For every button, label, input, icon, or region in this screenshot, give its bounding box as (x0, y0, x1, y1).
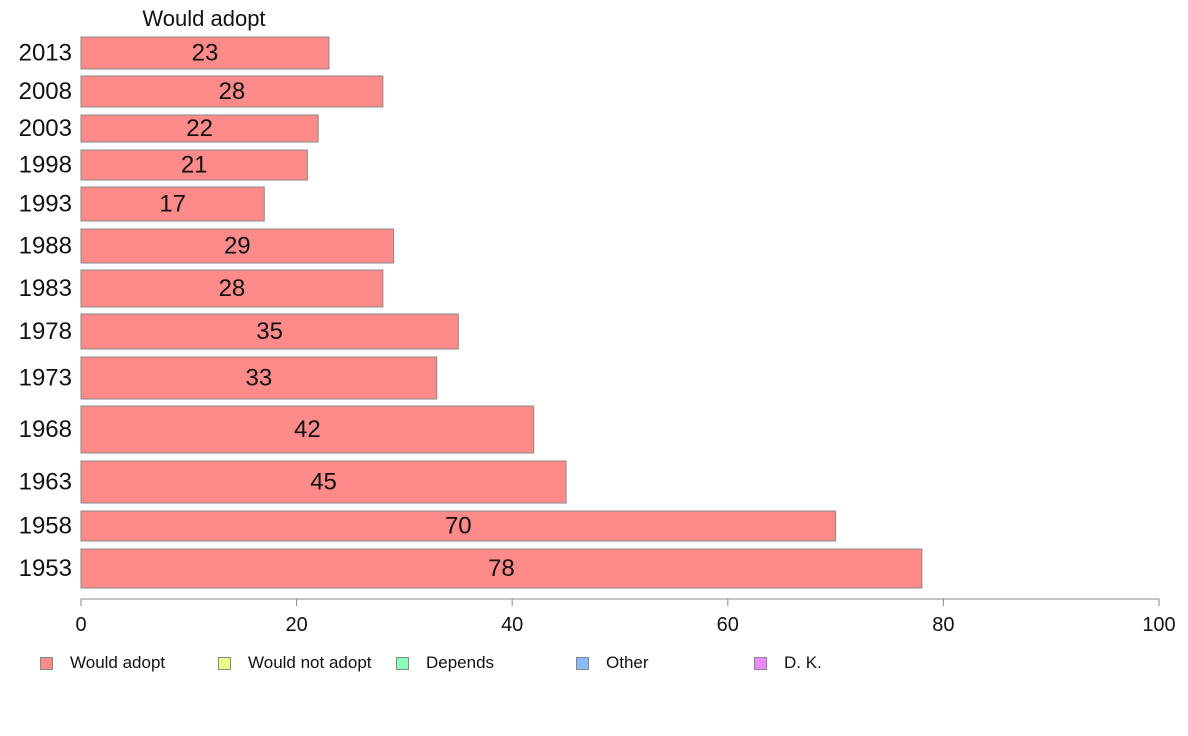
data-label-1983: 28 (219, 275, 246, 302)
y-tick-label-2008: 2008 (19, 78, 72, 105)
legend-item-4: D. K. (754, 652, 822, 674)
legend-label: Would adopt (70, 653, 166, 672)
data-label-1978: 35 (256, 318, 283, 345)
y-tick-label-1988: 1988 (19, 233, 72, 260)
data-label-1993: 17 (159, 191, 186, 218)
y-tick-label-1978: 1978 (19, 318, 72, 345)
data-label-2008: 28 (219, 78, 246, 105)
bar-1958 (80, 510, 837, 542)
legend-item-1: Would not adopt (218, 652, 372, 674)
series-header: Would adopt (142, 6, 265, 31)
data-label-1953: 78 (488, 555, 515, 582)
bar-1983 (80, 269, 384, 308)
data-label-1958: 70 (445, 513, 472, 540)
y-tick-label-1973: 1973 (19, 365, 72, 392)
x-tick-label-20: 20 (285, 614, 307, 636)
y-tick-label-1958: 1958 (19, 513, 72, 540)
legend-label: D. K. (784, 653, 822, 672)
bar-1968 (80, 405, 535, 454)
y-tick-label-1953: 1953 (19, 555, 72, 582)
legend-swatch (396, 656, 409, 670)
legend-swatch (40, 656, 53, 670)
legend-item-2: Depends (396, 652, 494, 674)
y-tick-label-1983: 1983 (19, 275, 72, 302)
bar-2003 (80, 114, 319, 143)
x-tick-label-100: 100 (1142, 614, 1175, 636)
data-label-1998: 21 (181, 152, 208, 179)
legend-label: Would not adopt (248, 653, 372, 672)
bar-1963 (80, 460, 567, 504)
y-tick-label-1998: 1998 (19, 152, 72, 179)
data-label-1988: 29 (224, 233, 251, 260)
x-tick-label-40: 40 (501, 614, 523, 636)
data-label-1968: 42 (294, 416, 321, 443)
data-label-2013: 23 (192, 40, 219, 67)
data-label-1973: 33 (246, 365, 273, 392)
x-tick-label-60: 60 (717, 614, 739, 636)
bar-1998 (80, 149, 308, 181)
x-tick-label-0: 0 (75, 614, 86, 636)
y-tick-label-1968: 1968 (19, 416, 72, 443)
x-tick-label-80: 80 (932, 614, 954, 636)
bar-1988 (80, 228, 395, 264)
y-axis-labels: 2013 2008 2003 1998 1993 1988 1983 1978 1973 1968… (19, 40, 72, 583)
legend: Would adopt Would not adopt Depends Other D.… (0, 652, 1188, 676)
legend-label: Depends (426, 653, 495, 672)
y-tick-label-1963: 1963 (19, 469, 72, 496)
bar-1993 (80, 186, 265, 222)
data-label-1963: 45 (310, 469, 337, 496)
y-tick-label-1993: 1993 (19, 191, 72, 218)
bar-1978 (80, 313, 459, 350)
legend-item-0: Would adopt (40, 652, 165, 674)
bar-2013 (80, 36, 330, 70)
x-axis: 0 20 40 60 80 100 (75, 598, 1176, 636)
legend-item-3: Other (576, 652, 649, 674)
y-tick-label-2013: 2013 (19, 40, 72, 67)
legend-swatch (218, 656, 231, 670)
data-label-2003: 22 (186, 115, 213, 142)
bar-2008 (80, 75, 384, 108)
y-tick-label-2003: 2003 (19, 115, 72, 142)
bar-1953 (80, 548, 923, 589)
legend-swatch (754, 656, 767, 670)
bar-1973 (80, 356, 438, 400)
legend-label: Other (606, 653, 649, 672)
legend-swatch (576, 656, 589, 670)
